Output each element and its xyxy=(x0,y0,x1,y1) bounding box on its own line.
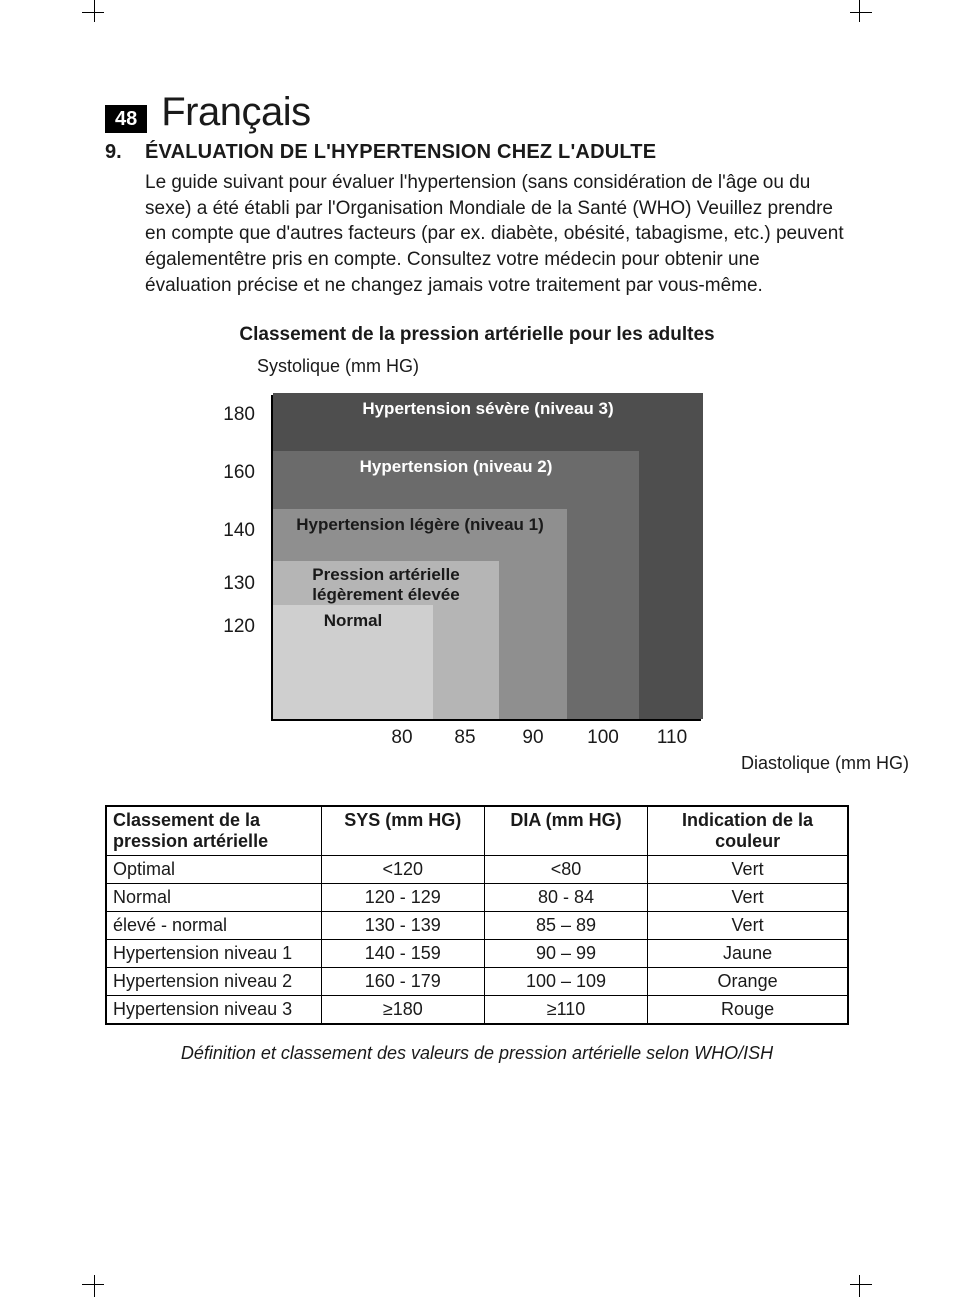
table-cell: ≥110 xyxy=(484,996,647,1025)
x-tick: 85 xyxy=(454,727,475,749)
table-cell: Jaune xyxy=(648,940,848,968)
chart-step-label: Normal xyxy=(273,611,433,631)
y-tick: 160 xyxy=(215,462,255,484)
table-cell: 85 – 89 xyxy=(484,912,647,940)
section-number: 9. xyxy=(105,141,133,164)
chart-step-label: Pression artérielle légèrement élevée xyxy=(273,565,499,604)
x-tick: 90 xyxy=(522,727,543,749)
table-header: SYS (mm HG) xyxy=(321,806,484,856)
table-cell: Optimal xyxy=(106,856,321,884)
page-number-badge: 48 xyxy=(105,105,147,133)
x-axis-label: Diastolique (mm HG) xyxy=(741,753,909,774)
table-cell: Hypertension niveau 3 xyxy=(106,996,321,1025)
y-tick: 140 xyxy=(215,520,255,542)
language-title: Français xyxy=(161,90,310,135)
table-cell: 90 – 99 xyxy=(484,940,647,968)
table-cell: 80 - 84 xyxy=(484,884,647,912)
chart-step-label: Hypertension sévère (niveau 3) xyxy=(273,399,703,419)
table-header: DIA (mm HG) xyxy=(484,806,647,856)
section-title: ÉVALUATION DE L'HYPERTENSION CHEZ L'ADUL… xyxy=(145,141,656,164)
table-cell: Vert xyxy=(648,884,848,912)
table-cell: Hypertension niveau 2 xyxy=(106,968,321,996)
y-axis-label: Systolique (mm HG) xyxy=(257,356,809,377)
chart: Systolique (mm HG) Hypertension sévère (… xyxy=(215,356,809,771)
y-tick: 130 xyxy=(215,573,255,595)
table-cell: Vert xyxy=(648,912,848,940)
chart-area: Hypertension sévère (niveau 3) Hypertensi… xyxy=(215,381,809,771)
x-tick: 80 xyxy=(391,727,412,749)
chart-title: Classement de la pression artérielle pou… xyxy=(105,324,849,346)
table-row: Hypertension niveau 1140 - 15990 – 99Jau… xyxy=(106,940,848,968)
chart-step xyxy=(273,651,369,719)
table-row: Hypertension niveau 3≥180≥110Rouge xyxy=(106,996,848,1025)
table-cell: Hypertension niveau 1 xyxy=(106,940,321,968)
table-cell: 100 – 109 xyxy=(484,968,647,996)
table-row: Hypertension niveau 2160 - 179100 – 109O… xyxy=(106,968,848,996)
x-tick: 110 xyxy=(657,727,687,749)
table-cell: élevé - normal xyxy=(106,912,321,940)
table-header: Classement de la pression artérielle xyxy=(106,806,321,856)
chart-step-label: Hypertension (niveau 2) xyxy=(273,457,639,477)
table-caption: Définition et classement des valeurs de … xyxy=(105,1043,849,1064)
table-cell: ≥180 xyxy=(321,996,484,1025)
y-tick: 120 xyxy=(215,616,255,638)
chart-step-label: Hypertension légère (niveau 1) xyxy=(273,515,567,535)
chart-plot: Hypertension sévère (niveau 3) Hypertensi… xyxy=(271,395,701,721)
section-heading: 9. ÉVALUATION DE L'HYPERTENSION CHEZ L'A… xyxy=(105,141,849,164)
table-cell: 120 - 129 xyxy=(321,884,484,912)
table-header-row: Classement de la pression artérielle SYS… xyxy=(106,806,848,856)
table-cell: Rouge xyxy=(648,996,848,1025)
table-cell: 160 - 179 xyxy=(321,968,484,996)
x-tick: 100 xyxy=(587,727,619,749)
table-row: élevé - normal130 - 13985 – 89Vert xyxy=(106,912,848,940)
page-header: 48 Français xyxy=(105,90,849,135)
table-row: Normal120 - 12980 - 84Vert xyxy=(106,884,848,912)
table-cell: <80 xyxy=(484,856,647,884)
table-cell: 130 - 139 xyxy=(321,912,484,940)
table-cell: Orange xyxy=(648,968,848,996)
table-cell: Vert xyxy=(648,856,848,884)
table-cell: <120 xyxy=(321,856,484,884)
table-cell: Normal xyxy=(106,884,321,912)
table-row: Optimal<120<80Vert xyxy=(106,856,848,884)
table-header: Indication de la couleur xyxy=(648,806,848,856)
bp-table: Classement de la pression artérielle SYS… xyxy=(105,805,849,1025)
section-body: Le guide suivant pour évaluer l'hyperten… xyxy=(145,170,849,298)
y-tick: 180 xyxy=(215,404,255,426)
table-cell: 140 - 159 xyxy=(321,940,484,968)
